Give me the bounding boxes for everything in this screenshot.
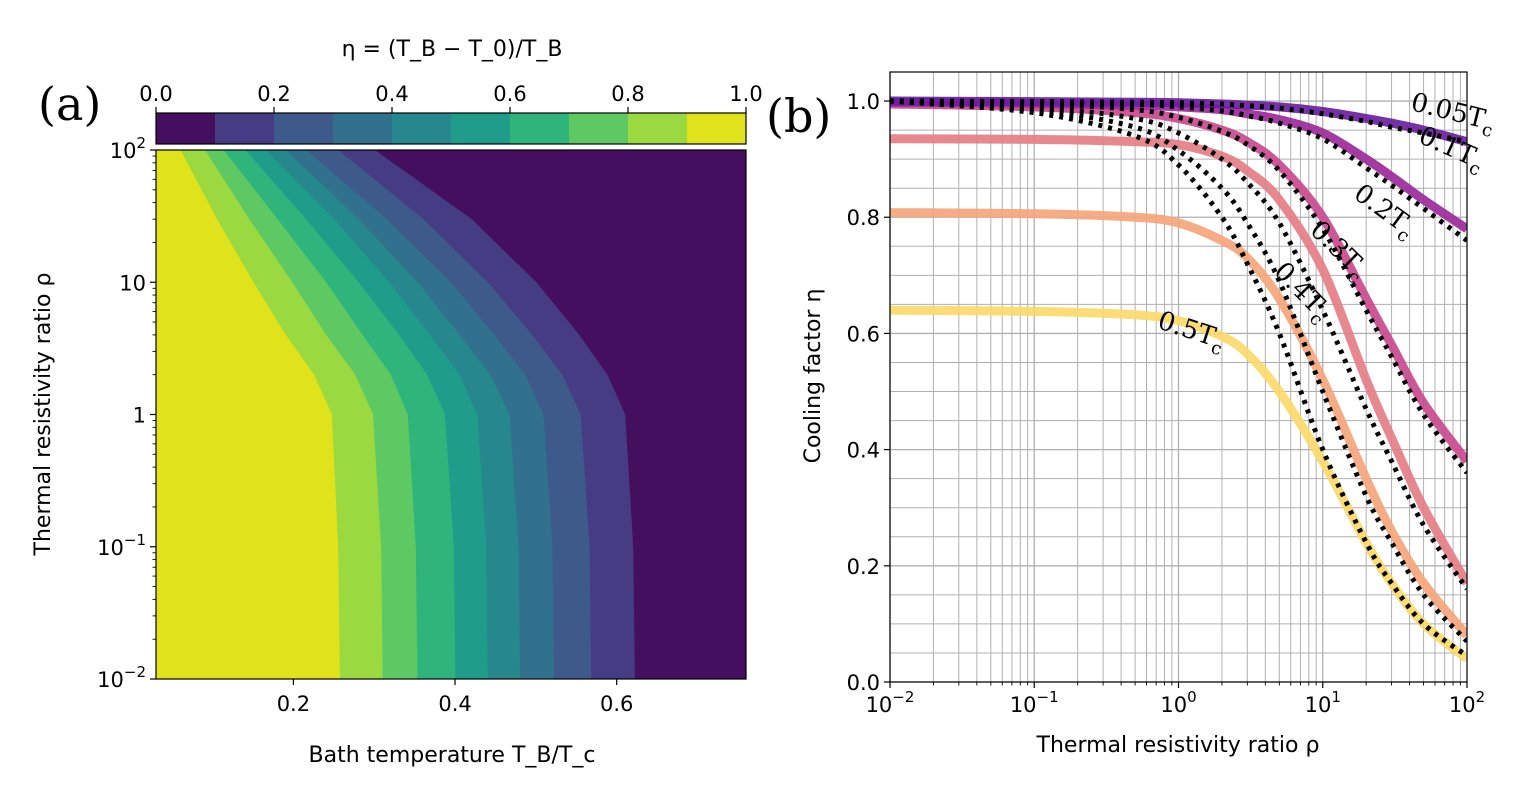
x-tick-label: 101 — [1305, 688, 1341, 717]
series-lines — [889, 71, 1468, 683]
y-tick-label: 1.0 — [847, 90, 880, 114]
y-tick-label: 10−1 — [97, 531, 146, 560]
colorbar-segment — [156, 113, 216, 144]
colorbar-segment — [451, 113, 511, 144]
y-tick-label: 102 — [110, 134, 146, 163]
y-tick-label: 0.0 — [847, 671, 880, 695]
colorbar-segment — [333, 113, 393, 144]
colorbar-tick-label: 0.0 — [139, 82, 172, 106]
colorbar-segment — [628, 113, 688, 144]
x-axis-ticks: 0.2 0.4 0.6 — [277, 679, 633, 716]
y-axis-label: Cooling factor η — [801, 289, 826, 464]
colorbar-segment — [392, 113, 452, 144]
x-tick-label: 10−2 — [866, 688, 915, 717]
y-tick-label: 0.8 — [847, 206, 880, 230]
dotted-line-0.2T_c approx — [890, 98, 1467, 475]
y-tick-label: 0.4 — [847, 439, 880, 463]
colorbar-tick-label: 1.0 — [729, 82, 762, 106]
colorbar-tick-label: 0.2 — [257, 82, 290, 106]
x-axis-label: Thermal resistivity ratio ρ — [1036, 733, 1320, 758]
x-tick-label: 102 — [1449, 688, 1485, 717]
y-tick-label: 1 — [133, 404, 146, 428]
y-tick-label: 0.6 — [847, 322, 880, 346]
colorbar-segment — [569, 113, 629, 144]
dotted-line-0.5T_c approx — [890, 98, 1467, 658]
panel-a-label: (a) — [38, 77, 101, 131]
colorbar-tick-label: 0.6 — [493, 82, 526, 106]
y-axis-label: Thermal resistivity ratio ρ — [31, 273, 56, 557]
x-tick-label: 0.6 — [600, 692, 633, 716]
x-tick-label: 0.2 — [277, 692, 310, 716]
colorbar-segment — [687, 113, 747, 144]
y-axis-ticks: 0.0 0.2 0.4 0.6 0.8 1.0 — [847, 90, 890, 695]
contour-plot — [155, 149, 747, 680]
panel-a: (a) η = (T_B − T_0)/T_B 0.0 0.2 0.4 0.6 0.8 1… — [31, 37, 763, 768]
colorbar-segment — [510, 113, 570, 144]
clipped-lines — [890, 96, 1467, 663]
colorbar-ticks: 0.0 0.2 0.4 0.6 0.8 1.0 — [139, 82, 763, 113]
colorbar-label: η = (T_B − T_0)/T_B — [342, 37, 563, 62]
y-tick-label: 10−2 — [97, 663, 146, 692]
x-tick-label: 0.4 — [438, 692, 471, 716]
series-line-0.3T_c — [890, 134, 1467, 586]
y-axis-ticks: 10−2 10−1 1 10 102 — [97, 134, 156, 692]
dotted-line-0.3T_c approx — [890, 98, 1467, 591]
x-tick-label: 100 — [1160, 688, 1196, 717]
colorbar-tick-label: 0.8 — [611, 82, 644, 106]
colorbar-tick-label: 0.4 — [375, 82, 408, 106]
series-line-0.4T_c — [890, 208, 1467, 639]
panel-b-label: (b) — [766, 89, 831, 143]
colorbar — [155, 112, 747, 145]
y-tick-label: 0.2 — [847, 555, 880, 579]
x-axis-ticks: 10−2 10−1 100 101 102 — [866, 682, 1485, 717]
colorbar-segment — [215, 113, 275, 144]
colorbar-frame — [155, 112, 747, 145]
y-tick-label: 10 — [119, 271, 146, 295]
x-axis-label: Bath temperature T_B/T_c — [309, 743, 596, 768]
x-tick-label: 10−1 — [1010, 688, 1059, 717]
colorbar-segment — [274, 113, 334, 144]
